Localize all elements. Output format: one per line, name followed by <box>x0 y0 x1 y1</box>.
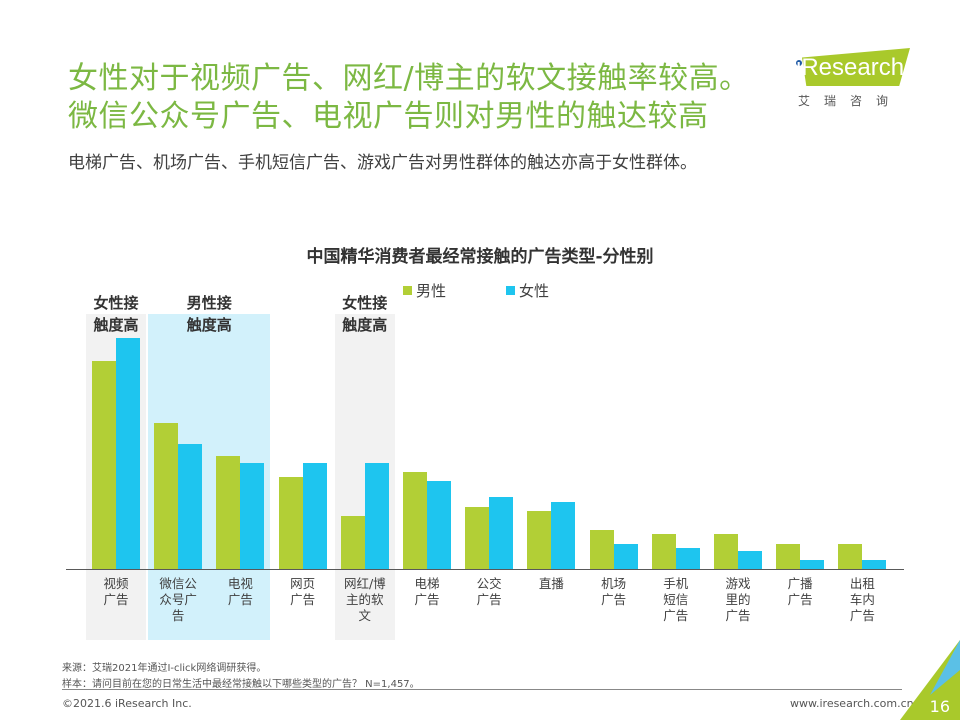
bar-male-0 <box>92 361 116 569</box>
highlight-label-3: 女性接 触度高 <box>342 294 388 334</box>
legend-item-male: 男性 <box>403 280 446 301</box>
corner-blue-shape <box>930 640 960 695</box>
copyright: ©2021.6 iResearch Inc. <box>62 697 192 710</box>
bar-female-6 <box>489 497 514 569</box>
highlight-label-1: 女性接 触度高 <box>93 294 139 334</box>
x-tick-label: 直播 <box>538 576 564 591</box>
logo-cn-name: 艾瑞咨询 <box>798 94 903 108</box>
logo-brand: iResearch <box>796 54 905 81</box>
bar-male-1 <box>154 423 179 569</box>
legend-label-female: 女性 <box>519 282 550 300</box>
bar-male-10 <box>714 534 738 569</box>
page-subtitle: 电梯广告、机场广告、手机短信广告、游戏广告对男性群体的触达亦高于女性群体。 <box>68 153 697 173</box>
bar-female-11 <box>800 559 825 569</box>
x-tick-label: 出租 车内 广告 <box>849 576 875 623</box>
bar-male-6 <box>465 506 490 569</box>
bar-female-2 <box>240 462 265 569</box>
x-axis-line <box>66 569 904 570</box>
sample-note: 样本：请问目前在您的日常生活中最经常接触以下哪些类型的广告？ N=1,457。 <box>62 679 420 690</box>
footer-divider <box>62 689 902 690</box>
page-number: 16 <box>929 697 950 716</box>
bar-female-4 <box>364 462 389 569</box>
bar-female-10 <box>738 550 762 569</box>
x-tick-label: 游戏 里的 广告 <box>725 576 751 623</box>
website-url: www.iresearch.com.cn <box>790 697 914 710</box>
legend-label-male: 男性 <box>416 282 447 300</box>
bar-female-12 <box>862 559 887 569</box>
title-line-2: 微信公众号广告、电视广告则对男性的触达较高 <box>68 99 709 134</box>
bar-male-9 <box>651 534 676 569</box>
iresearch-logo: iResearch 艾瑞咨询 <box>792 48 912 108</box>
page-title: 女性对于视频广告、网红/博主的软文接触率较高。 微信公众号广告、电视广告则对男性… <box>68 60 750 136</box>
x-tick-label: 广播 广告 <box>787 576 813 607</box>
legend-item-female: 女性 <box>506 280 549 301</box>
legend-swatch-female <box>506 286 515 295</box>
logo-dot-icon <box>796 60 802 66</box>
bar-male-3 <box>278 476 303 569</box>
x-tick-label: 手机 短信 广告 <box>663 576 689 623</box>
title-line-1: 女性对于视频广告、网红/博主的软文接触率较高。 <box>68 61 750 96</box>
x-tick-label: 公交 广告 <box>476 576 502 607</box>
bar-female-0 <box>116 338 140 569</box>
bar-female-7 <box>551 502 576 569</box>
legend-swatch-male <box>403 286 412 295</box>
bar-male-11 <box>776 543 801 569</box>
x-tick-label: 电梯 广告 <box>414 576 440 607</box>
x-tick-label: 微信公 众号广 告 <box>159 576 197 623</box>
x-tick-label: 机场 广告 <box>601 576 627 607</box>
bar-female-3 <box>302 462 327 569</box>
bar-female-8 <box>613 543 638 569</box>
chart-title: 中国精华消费者最经常接触的广告类型-分性别 <box>306 247 654 267</box>
corner-green-shape <box>900 640 960 720</box>
bar-male-7 <box>527 511 552 569</box>
source-note: 来源：艾瑞2021年通过I-click网络调研获得。 <box>62 663 267 674</box>
bar-male-5 <box>403 471 427 569</box>
highlight-label-2: 男性接 触度高 <box>186 294 232 334</box>
x-tick-label: 网页 广告 <box>290 576 316 607</box>
bar-male-4 <box>340 515 365 569</box>
x-tick-label: 网红/博 主的软 文 <box>343 576 386 623</box>
bar-male-8 <box>589 529 614 569</box>
x-tick-label: 视频 广告 <box>103 576 129 607</box>
bar-female-5 <box>427 481 451 569</box>
bar-female-9 <box>675 548 700 569</box>
bar-male-2 <box>216 455 241 569</box>
corner-decoration <box>900 640 960 720</box>
bar-female-1 <box>178 444 203 569</box>
x-tick-label: 电视 广告 <box>227 576 253 607</box>
bar-male-12 <box>838 543 863 569</box>
